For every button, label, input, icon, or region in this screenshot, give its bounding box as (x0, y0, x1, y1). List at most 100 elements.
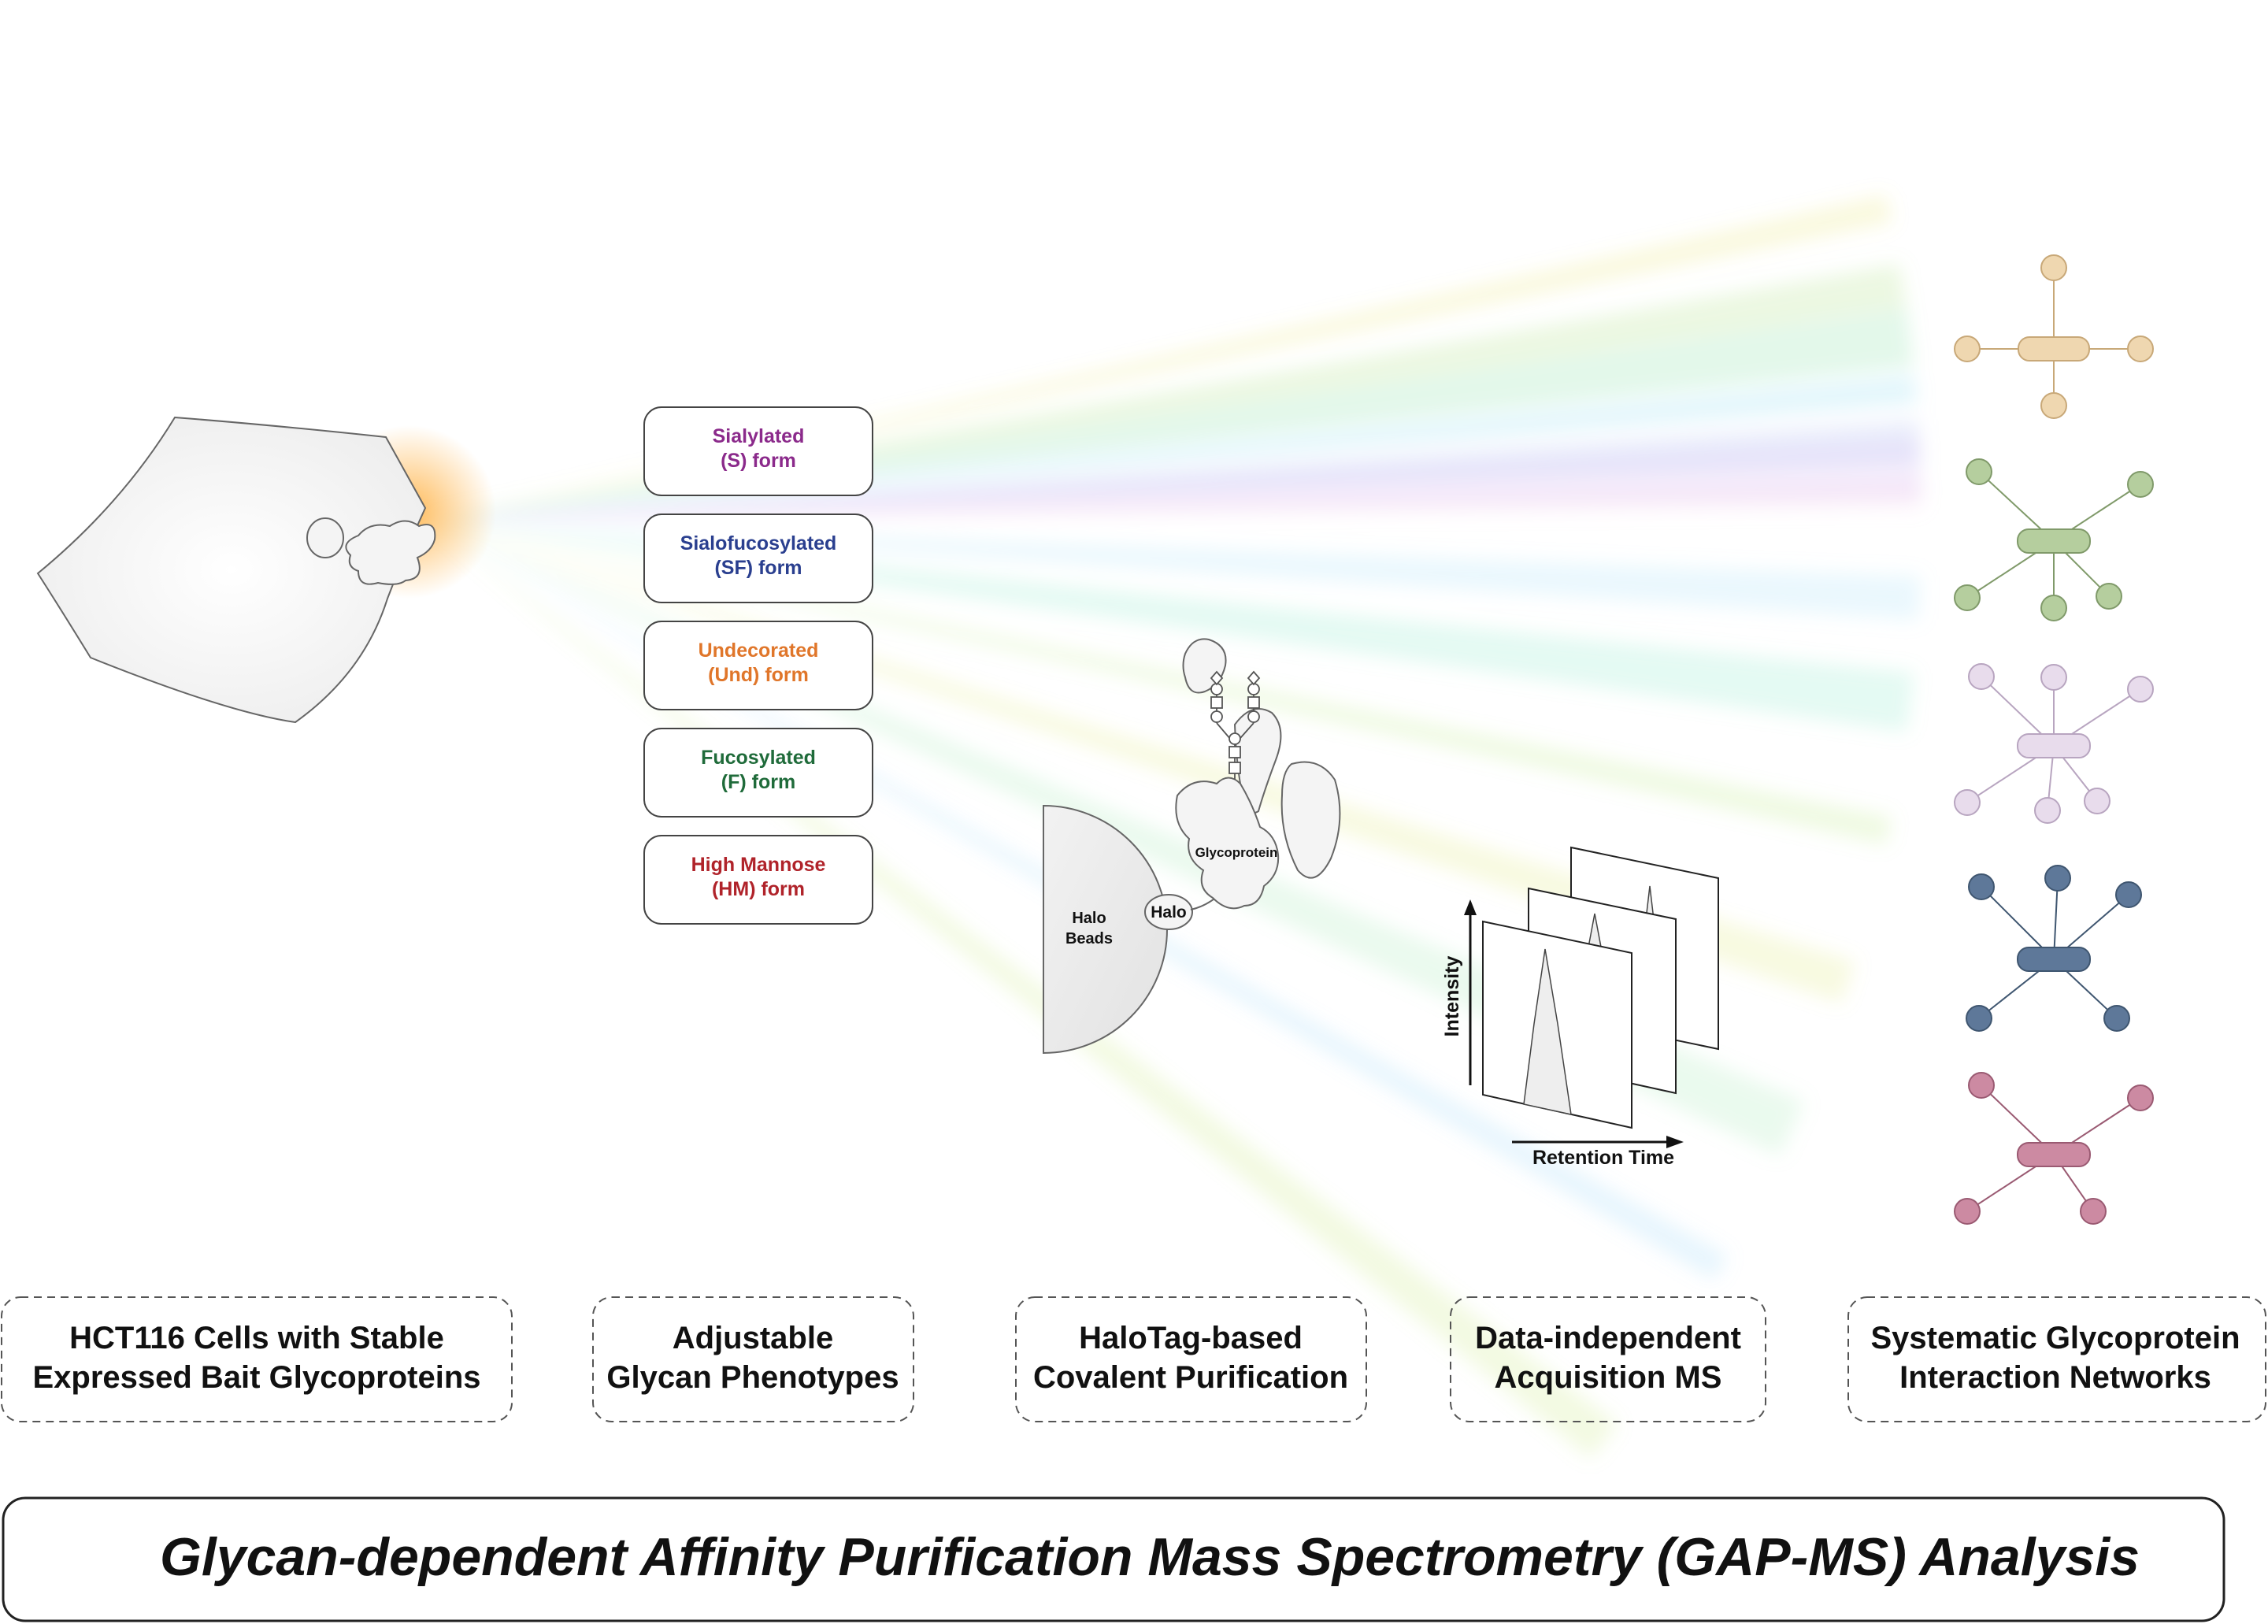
prey-node (1954, 789, 1981, 816)
glycan-form-name: Sialylated (713, 425, 805, 447)
prey-node (2115, 881, 2142, 908)
prey-node (2080, 1198, 2107, 1225)
glycan-form-box: Sialofucosylated (SF) form (643, 514, 873, 603)
page-title: Glycan-dependent Affinity Purification M… (160, 1527, 2140, 1587)
interaction-network (1954, 1072, 2154, 1225)
stage-label-box: HCT116 Cells with Stable Expressed Bait G… (1, 1296, 513, 1422)
stage-frame (1847, 1296, 2266, 1422)
cell-outline (36, 416, 427, 724)
stage-label-line-2: Expressed Bait Glycoproteins (32, 1360, 480, 1395)
intensity-axis-label: Intensity (1441, 956, 1463, 1037)
cell-bait-protein (345, 520, 436, 585)
n-glycan-chain (1210, 670, 1261, 780)
glycan-form-frame (643, 621, 873, 710)
stage-frame (1015, 1296, 1367, 1422)
bait-node (2017, 947, 2091, 972)
glycan-form-frame (643, 728, 873, 818)
glycan-form-box: High Mannose(HM) form (643, 835, 873, 925)
halotag-purification-illustration: Halo Beads Halo Glycoprotein (1043, 638, 1341, 1055)
interaction-network-list (1954, 254, 2154, 1225)
glycan-form-box: Fucosylated(F) form (643, 728, 873, 818)
stage-label-line-1: Systematic Glycoprotein (1870, 1321, 2240, 1355)
hct116-cell (36, 416, 496, 724)
spectra-frame-front (1482, 920, 1632, 1129)
prey-node (2127, 336, 2154, 362)
light-beam (425, 479, 1922, 520)
interaction-network (1954, 254, 2154, 419)
halo-beads-label: Halo (1072, 910, 1106, 927)
glycan-form-name: Sialofucosylated (680, 532, 837, 554)
glycoprotein-extra-domain (1280, 761, 1341, 879)
prey-node (1954, 1198, 1981, 1225)
stage-label-line-2: Interaction Networks (1899, 1360, 2211, 1395)
interaction-network (1954, 458, 2154, 621)
halo-tag-label: Halo (1151, 903, 1187, 921)
stage-label-line-2: Acquisition MS (1495, 1360, 1722, 1395)
glycan-form-frame (643, 835, 873, 925)
bait-node (2018, 336, 2090, 362)
rainbow-light-beams (425, 195, 1922, 1459)
prey-node (2096, 583, 2122, 610)
cell-vesicle (306, 517, 344, 558)
stage-frame (592, 1296, 914, 1422)
glycan-form-name: High Mannose (691, 854, 826, 876)
glycan-form-name: Undecorated (699, 640, 819, 662)
prey-node (1968, 663, 1995, 690)
prey-node (2034, 797, 2061, 824)
prey-node (2040, 664, 2067, 691)
halo-beads (1043, 804, 1168, 1055)
stage-label-line-1: HCT116 Cells with Stable (69, 1321, 444, 1355)
intensity-axis-arrow (1464, 899, 1477, 915)
retention-time-axis-arrow (1666, 1136, 1684, 1148)
prey-node (2103, 1005, 2130, 1032)
glycan-form-abbrev: (HM) form (712, 878, 805, 900)
stage-label-line-1: Data-independent (1475, 1321, 1741, 1355)
stage-frame (1450, 1296, 1766, 1422)
glycan-form-frame (643, 406, 873, 496)
stage-label-line-2: Covalent Purification (1033, 1360, 1348, 1395)
retention-time-axis-label: Retention Time (1532, 1147, 1674, 1169)
title-frame (2, 1496, 2225, 1622)
bait-node (2017, 528, 2091, 554)
stage-label-box: HaloTag-based Covalent Purification (1015, 1296, 1367, 1422)
prey-node (1954, 584, 1981, 611)
prey-node (2084, 788, 2110, 814)
prey-node (1968, 873, 1995, 900)
prey-node (1954, 336, 1981, 362)
stage-label-line-1: Adjustable (673, 1321, 833, 1355)
glycoprotein-label: Glycoprotein (1195, 845, 1278, 860)
interaction-network (1954, 663, 2154, 824)
dia-ms-spectra: Intensity Retention Time (1441, 846, 1719, 1169)
glycan-form-box: Undecorated(Und) form (643, 621, 873, 710)
prey-node (2040, 254, 2067, 281)
prey-node (1966, 1005, 1992, 1032)
stage-frame (1, 1296, 513, 1422)
prey-node (2127, 676, 2154, 703)
glycan-form-abbrev: (Und) form (708, 664, 809, 686)
glycan-form-box: Sialylated (S) form (643, 406, 873, 496)
stage-label-box: Systematic Glycoprotein Interaction Netwo… (1847, 1296, 2266, 1422)
glycan-form-name: Fucosylated (701, 747, 816, 769)
halo-beads-label-2: Beads (1065, 930, 1113, 947)
prey-node (2127, 471, 2154, 498)
prey-node (2127, 1085, 2154, 1111)
glycan-form-list: Sialylated (S) form Sialofucosylated (SF) f… (643, 406, 873, 925)
prey-node (2040, 392, 2067, 419)
prey-node (2040, 595, 2067, 621)
network-edge (2053, 877, 2059, 960)
prey-node (1966, 458, 1992, 485)
glycoprotein-body (1175, 777, 1280, 910)
stage-label-box: Adjustable Glycan Phenotypes (592, 1296, 914, 1422)
stage-label-line-2: Glycan Phenotypes (606, 1360, 899, 1395)
glycan-form-frame (643, 514, 873, 603)
bait-node (2017, 1142, 2091, 1167)
stage-label-line-1: HaloTag-based (1079, 1321, 1303, 1355)
stage-label-box: Data-independent Acquisition MS (1450, 1296, 1766, 1422)
halo-tag (1144, 894, 1193, 930)
bait-node (2017, 733, 2091, 758)
prey-node (1968, 1072, 1995, 1099)
prey-node (2044, 865, 2071, 892)
glycan-form-abbrev: (SF) form (714, 557, 802, 579)
glycan-form-abbrev: (S) form (721, 450, 796, 472)
